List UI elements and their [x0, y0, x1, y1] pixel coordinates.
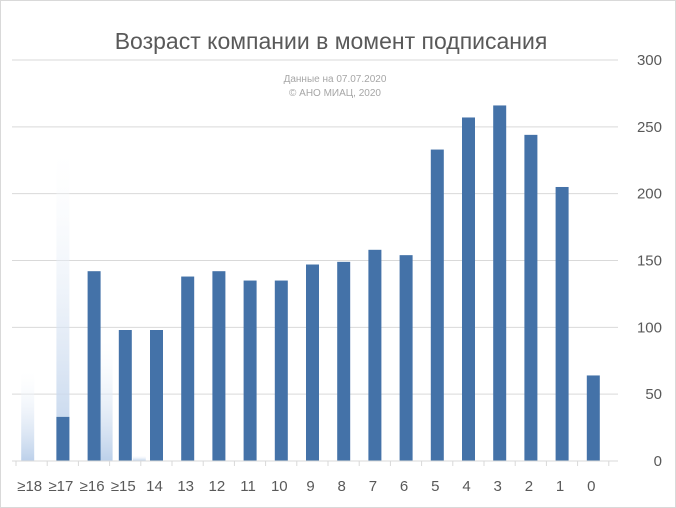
y-tick-label: 250: [637, 119, 662, 136]
y-tick-label: 200: [637, 186, 662, 203]
bar-10: [274, 280, 288, 461]
bar-6: [399, 255, 413, 461]
y-tick-label: 50: [645, 386, 662, 403]
overlay-bar: [132, 455, 146, 461]
x-tick-label: ≥16: [80, 478, 105, 495]
x-axis: [12, 460, 618, 466]
x-tick-label: 11: [240, 478, 256, 495]
bar-0: [586, 375, 600, 461]
bars: [56, 105, 600, 462]
x-tick-label: 3: [494, 478, 502, 495]
x-tick-label: ≥15: [111, 478, 136, 495]
y-tick-label: 0: [654, 453, 662, 470]
bar-≥16: [87, 271, 101, 461]
x-tick-label: 5: [431, 478, 439, 495]
bar-2: [524, 134, 538, 461]
bar-12: [212, 271, 226, 461]
x-tick-label: 12: [209, 478, 226, 495]
overlay-bar: [56, 152, 70, 462]
bar-3: [493, 105, 507, 462]
x-tick-label: 7: [369, 478, 377, 495]
x-tick-label: ≥18: [17, 478, 42, 495]
bar-14: [150, 330, 163, 461]
bar-5: [430, 149, 444, 461]
x-tick-label: 0: [587, 478, 595, 495]
y-tick-labels: 0 50 100 150 200 250 300: [637, 52, 662, 470]
chart-subtitle-date: Данные на 07.07.2020: [283, 74, 387, 85]
x-tick-label: 1: [556, 478, 564, 495]
bar-11: [243, 280, 257, 461]
overlay-bar: [99, 340, 113, 461]
bar-9: [306, 264, 319, 461]
y-tick-label: 100: [637, 319, 662, 336]
x-tick-label: 14: [146, 478, 163, 495]
chart-title: Возраст компании в момент подписания: [80, 28, 582, 55]
x-tick-label: 9: [306, 478, 314, 495]
x-tick-labels: ≥18 ≥17 ≥16 ≥15 14 13 12 11 10 9 8 7 6 5 4 3 2 1 0: [17, 478, 595, 495]
bar-4: [462, 117, 475, 461]
y-tick-label: 150: [637, 253, 662, 270]
gridlines: [12, 59, 618, 395]
x-tick-label: 6: [400, 478, 408, 495]
x-tick-label: ≥17: [48, 478, 73, 495]
bar-13: [181, 276, 195, 461]
x-tick-label: 4: [462, 478, 470, 495]
overlay-bar: [21, 371, 35, 461]
bar-8: [337, 261, 351, 461]
x-tick-label: 13: [177, 478, 194, 495]
bar-≥17: [56, 416, 70, 461]
x-tick-label: 2: [525, 478, 533, 495]
x-tick-label: 10: [271, 478, 288, 495]
bar-7: [368, 249, 382, 461]
chart-subtitle-copyright: © АНО МИАЦ, 2020: [289, 88, 381, 99]
overlay-bars: [21, 152, 146, 462]
y-tick-label: 300: [637, 52, 662, 69]
bar-1: [555, 186, 569, 461]
x-tick-label: 8: [338, 478, 346, 495]
bar-≥15: [118, 330, 132, 461]
